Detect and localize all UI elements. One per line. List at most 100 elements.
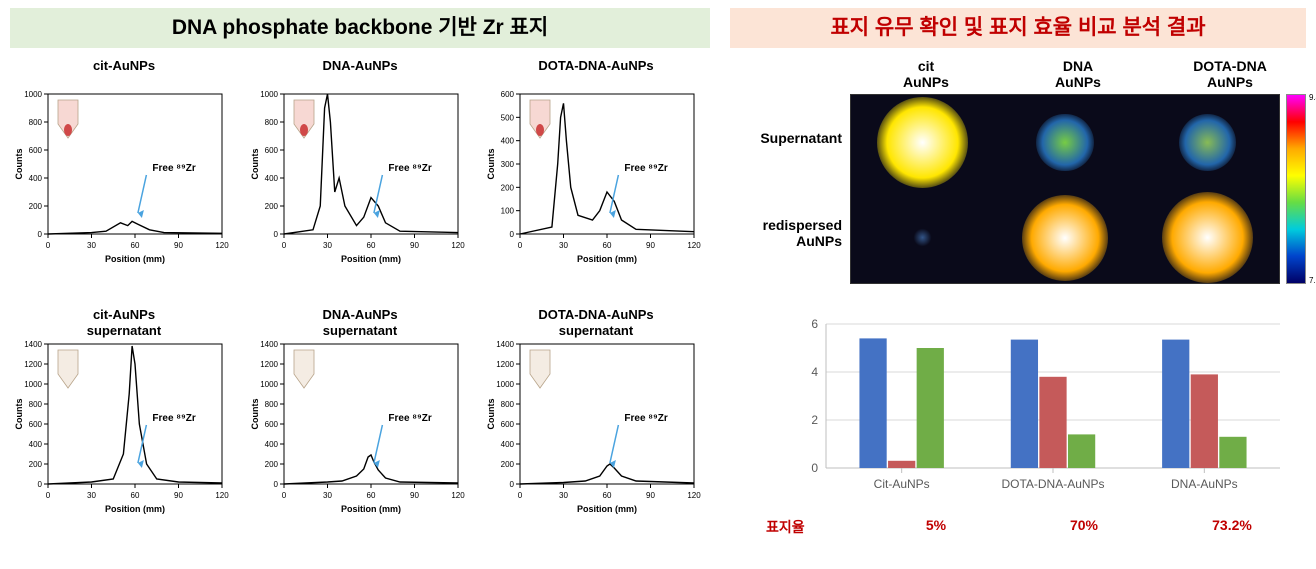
labeling-rate-value: 70%: [1010, 517, 1158, 537]
svg-text:1000: 1000: [260, 90, 278, 99]
imaging-row-label: redispersed AuNPs: [730, 217, 842, 249]
svg-text:800: 800: [29, 118, 43, 127]
svg-text:400: 400: [265, 174, 279, 183]
free-zr-label: Free ⁸⁹Zr: [388, 413, 431, 424]
svg-text:Cit-AuNPs: Cit-AuNPs: [874, 477, 930, 491]
svg-text:60: 60: [603, 491, 612, 500]
tlc-chart-0: cit-AuNPs020040060080010000306090120Coun…: [10, 58, 238, 299]
svg-text:800: 800: [265, 118, 279, 127]
right-panel: 표지 유무 확인 및 표지 효율 비교 분석 결과 citAuNPsDNAAuN…: [720, 0, 1316, 569]
tlc-svg: 020040060080010000306090120CountsPositio…: [10, 88, 230, 268]
radioactivity-spot: [1162, 192, 1253, 283]
tlc-svg: 02004006008001000120014000306090120Count…: [10, 338, 230, 518]
svg-text:90: 90: [410, 241, 419, 250]
svg-text:60: 60: [603, 241, 612, 250]
svg-text:1200: 1200: [24, 360, 42, 369]
colorbar-bottom-label: 7.873E-4: [1309, 276, 1316, 285]
svg-text:90: 90: [410, 491, 419, 500]
svg-text:Counts: Counts: [486, 149, 496, 180]
labeling-rate-row: 표지율5%70%73.2%: [730, 517, 1306, 537]
bar: [859, 339, 886, 469]
svg-text:0: 0: [274, 480, 279, 489]
bar-chart: 0246Cit-AuNPsDOTA-DNA-AuNPsDNA-AuNPs: [790, 314, 1286, 509]
svg-text:2: 2: [811, 413, 818, 427]
tlc-chart-3: cit-AuNPssupernatant02004006008001000120…: [10, 307, 238, 548]
tlc-svg: 01002003004005006000306090120CountsPosit…: [482, 88, 702, 268]
svg-text:Position (mm): Position (mm): [577, 254, 637, 264]
svg-text:Position (mm): Position (mm): [341, 254, 401, 264]
free-zr-label: Free ⁸⁹Zr: [152, 163, 195, 174]
svg-text:60: 60: [367, 241, 376, 250]
svg-text:1000: 1000: [496, 380, 514, 389]
bar: [1219, 437, 1246, 468]
imaging-body: Supernatantredispersed AuNPs 9.414E-3 7.…: [730, 94, 1306, 284]
bar: [1039, 377, 1066, 468]
svg-text:Position (mm): Position (mm): [105, 504, 165, 514]
vial-inset: [58, 100, 78, 138]
svg-text:30: 30: [87, 241, 96, 250]
free-zr-label: Free ⁸⁹Zr: [624, 413, 667, 424]
svg-text:120: 120: [687, 491, 701, 500]
svg-text:Counts: Counts: [250, 149, 260, 180]
svg-text:120: 120: [215, 241, 229, 250]
bar: [888, 461, 915, 468]
svg-text:0: 0: [510, 230, 515, 239]
svg-text:0: 0: [518, 491, 523, 500]
tlc-chart-2: DOTA-DNA-AuNPs01002003004005006000306090…: [482, 58, 710, 299]
svg-text:4: 4: [811, 365, 818, 379]
svg-text:400: 400: [29, 174, 43, 183]
bar: [1068, 435, 1095, 469]
right-title: 표지 유무 확인 및 표지 효율 비교 분석 결과: [730, 8, 1306, 48]
tlc-svg: 020040060080010000306090120CountsPositio…: [246, 88, 466, 268]
svg-text:200: 200: [501, 460, 515, 469]
chart-title: DOTA-DNA-AuNPssupernatant: [538, 307, 653, 338]
svg-text:6: 6: [811, 317, 818, 331]
free-zr-label: Free ⁸⁹Zr: [152, 413, 195, 424]
colorbar-top-label: 9.414E-3: [1309, 93, 1316, 102]
radioactivity-spot: [911, 226, 934, 249]
svg-text:200: 200: [29, 460, 43, 469]
svg-text:600: 600: [265, 146, 279, 155]
svg-text:DNA-AuNPs: DNA-AuNPs: [1171, 477, 1238, 491]
tlc-svg: 02004006008001000120014000306090120Count…: [246, 338, 466, 518]
svg-text:400: 400: [501, 440, 515, 449]
svg-text:120: 120: [215, 491, 229, 500]
svg-text:800: 800: [501, 400, 515, 409]
svg-text:200: 200: [501, 183, 515, 192]
svg-text:DOTA-DNA-AuNPs: DOTA-DNA-AuNPs: [1001, 477, 1104, 491]
svg-text:60: 60: [131, 491, 140, 500]
svg-text:60: 60: [367, 491, 376, 500]
chart-title: DOTA-DNA-AuNPs: [538, 58, 653, 88]
svg-text:Position (mm): Position (mm): [105, 254, 165, 264]
svg-text:0: 0: [518, 241, 523, 250]
imaging-row-labels: Supernatantredispersed AuNPs: [730, 94, 850, 284]
tlc-svg: 02004006008001000120014000306090120Count…: [482, 338, 702, 518]
svg-text:120: 120: [687, 241, 701, 250]
svg-text:30: 30: [559, 241, 568, 250]
svg-text:200: 200: [265, 460, 279, 469]
svg-text:200: 200: [29, 202, 43, 211]
svg-text:200: 200: [265, 202, 279, 211]
svg-text:1400: 1400: [260, 340, 278, 349]
svg-text:600: 600: [501, 420, 515, 429]
svg-text:1000: 1000: [24, 90, 42, 99]
tlc-charts-grid: cit-AuNPs020040060080010000306090120Coun…: [10, 58, 710, 548]
svg-text:800: 800: [29, 400, 43, 409]
bar: [1011, 340, 1038, 468]
vial-inset: [530, 350, 550, 388]
svg-text:0: 0: [38, 480, 43, 489]
svg-text:0: 0: [282, 491, 287, 500]
imaging-col-header: citAuNPs: [850, 58, 1002, 90]
bar: [917, 348, 944, 468]
svg-text:600: 600: [501, 90, 515, 99]
chart-title: DNA-AuNPssupernatant: [322, 307, 397, 338]
svg-text:0: 0: [38, 230, 43, 239]
svg-text:90: 90: [174, 241, 183, 250]
radioactivity-spot: [1179, 114, 1236, 171]
svg-text:120: 120: [451, 491, 465, 500]
vial-inset: [294, 100, 314, 138]
svg-text:Position (mm): Position (mm): [577, 504, 637, 514]
radioactivity-image: [850, 94, 1280, 284]
svg-text:Counts: Counts: [14, 399, 24, 430]
svg-text:600: 600: [265, 420, 279, 429]
